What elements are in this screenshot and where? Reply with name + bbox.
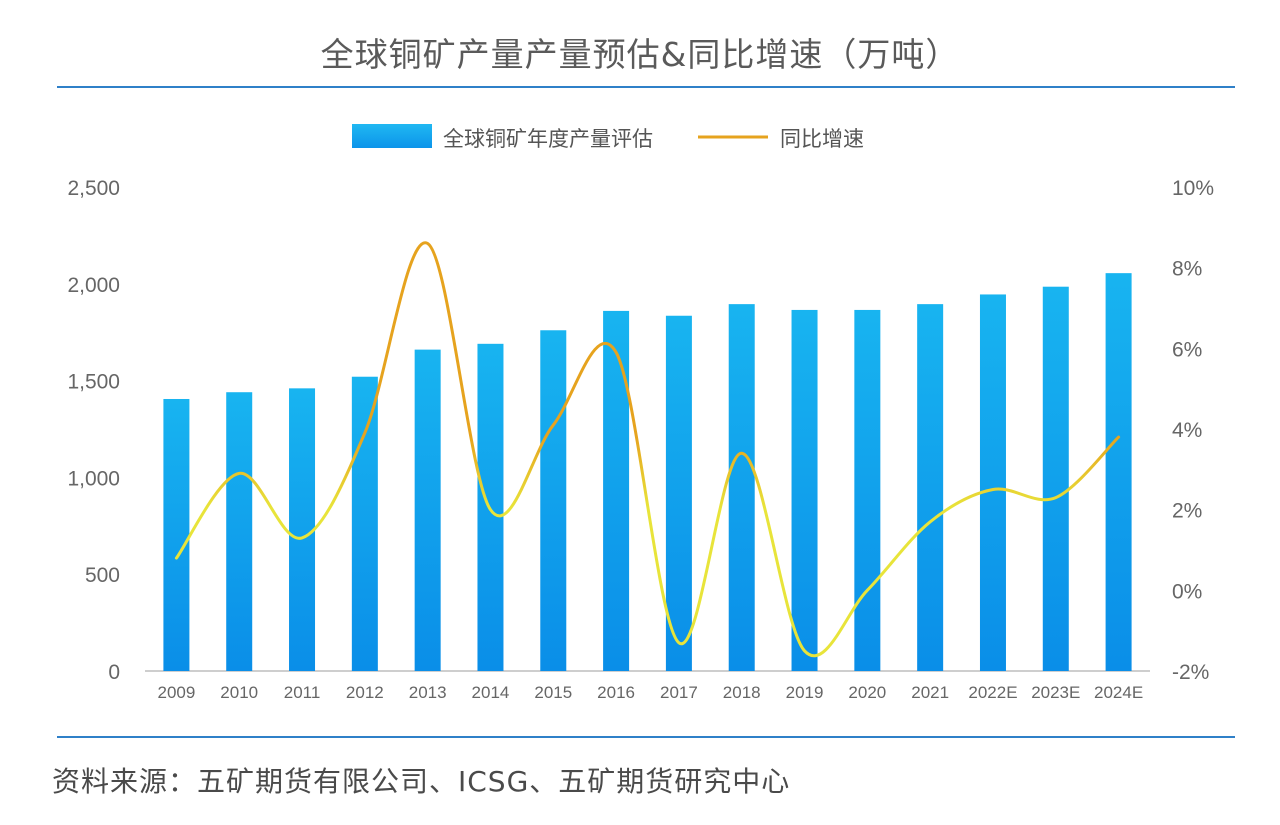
bar <box>917 304 944 671</box>
bar <box>665 315 692 671</box>
bar <box>540 330 567 671</box>
bar <box>163 398 190 671</box>
y-right-tick-label: 2% <box>1172 500 1202 523</box>
x-tick-label: 2015 <box>534 683 572 702</box>
y-right-tick-label: 6% <box>1172 338 1202 361</box>
bar <box>791 309 818 671</box>
y-left-tick-label: 2,500 <box>67 177 120 200</box>
x-tick-label: 2014 <box>472 683 510 702</box>
bar <box>289 388 316 671</box>
y-right-tick-label: -2% <box>1172 661 1209 684</box>
bar <box>603 310 630 671</box>
legend-bar-label: 全球铜矿年度产量评估 <box>443 127 653 151</box>
x-tick-label: 2017 <box>660 683 698 702</box>
growth-line-series <box>174 241 1121 658</box>
x-tick-label: 2018 <box>723 683 761 702</box>
y-left-tick-label: 2,000 <box>67 274 120 297</box>
x-tick-label: 2013 <box>409 683 447 702</box>
legend-bar-swatch <box>352 124 432 148</box>
bar <box>1042 286 1069 671</box>
x-tick-label: 2023E <box>1031 683 1080 702</box>
source-note: 资料来源：五矿期货有限公司、ICSG、五矿期货研究中心 <box>52 765 791 798</box>
x-tick-label: 2024E <box>1094 683 1143 702</box>
x-tick-label: 2011 <box>284 683 321 702</box>
x-tick-label: 2021 <box>911 683 949 702</box>
x-tick-label: 2016 <box>597 683 635 702</box>
bar <box>728 304 755 671</box>
x-tick-label: 2009 <box>157 683 195 702</box>
y-left-tick-label: 1,000 <box>67 467 120 490</box>
growth-line <box>174 241 1121 658</box>
bar-series <box>163 273 1132 671</box>
bar <box>226 392 253 671</box>
source-divider <box>57 736 1235 738</box>
chart-title: 全球铜矿产量产量预估&同比增速（万吨） <box>320 35 960 74</box>
bar <box>1105 273 1132 671</box>
y-left-tick-label: 500 <box>85 564 120 587</box>
bar <box>351 376 378 671</box>
bar <box>979 294 1006 671</box>
bar <box>414 349 441 671</box>
y-right-tick-label: 8% <box>1172 258 1202 281</box>
bar <box>854 309 881 671</box>
y-right-tick-label: 0% <box>1172 580 1202 603</box>
legend: 全球铜矿年度产量评估 同比增速 <box>352 124 864 151</box>
x-tick-label: 2019 <box>786 683 824 702</box>
x-tick-label: 2012 <box>346 683 384 702</box>
x-tick-label: 2022E <box>968 683 1017 702</box>
y-right-tick-label: 10% <box>1172 177 1214 200</box>
x-tick-label: 2020 <box>848 683 886 702</box>
y-left-tick-label: 0 <box>108 661 120 684</box>
y-right-tick-label: 4% <box>1172 419 1202 442</box>
title-divider <box>57 86 1235 88</box>
x-tick-label: 2010 <box>220 683 258 702</box>
y-left-tick-label: 1,500 <box>67 371 120 394</box>
legend-line-label: 同比增速 <box>780 127 864 151</box>
